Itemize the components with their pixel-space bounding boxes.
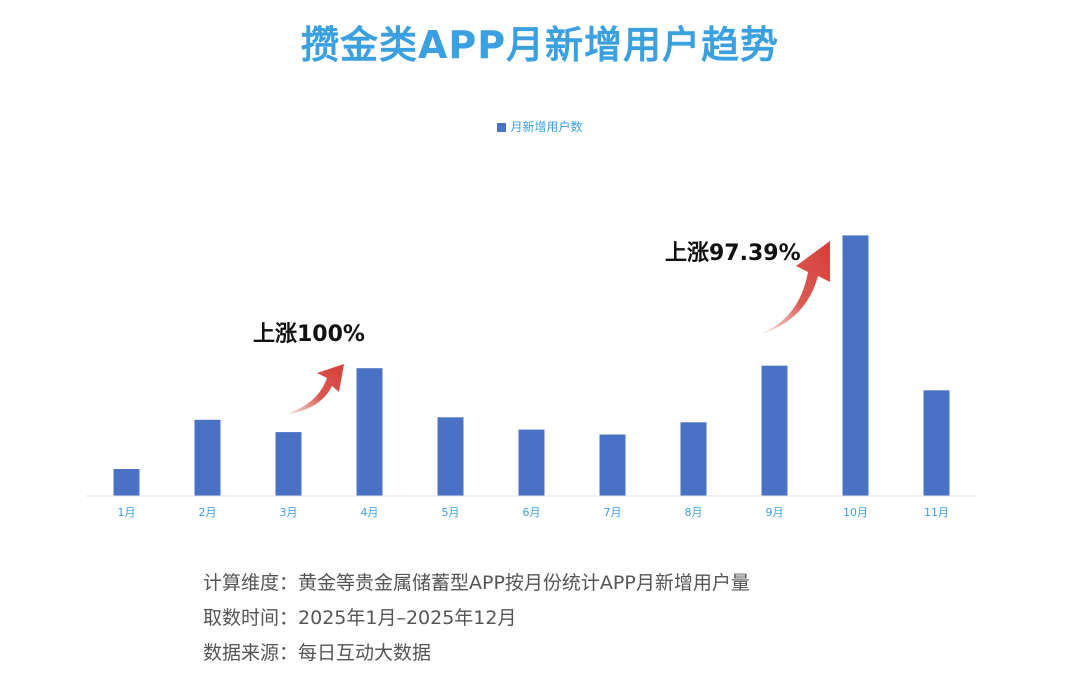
x-tick-label: 6月 <box>523 506 541 519</box>
note-text: 每日互动大数据 <box>298 642 432 664</box>
footnotes: 计算维度：黄金等贵金属储蓄型APP按月份统计APP月新增用户量 取数时间：202… <box>203 566 750 671</box>
bar-6月 <box>518 429 545 496</box>
chart-title: 攒金类APP月新增用户趋势 <box>300 23 780 67</box>
bar-3月 <box>275 432 302 496</box>
bar-4月 <box>356 368 383 496</box>
x-tick-label: 5月 <box>442 506 460 519</box>
note-label: 取数时间： <box>203 607 299 629</box>
note-source: 数据来源：每日互动大数据 <box>203 636 750 671</box>
note-dimension: 计算维度：黄金等贵金属储蓄型APP按月份统计APP月新增用户量 <box>203 566 750 601</box>
x-tick-label: 4月 <box>361 506 379 519</box>
bar-chart: 1月 2月 3月 4月 5月 6月 7月 8月 9月 10月 11月 上涨100% 上涨97.39% <box>86 235 976 519</box>
note-period: 取数时间：2025年1月–2025年12月 <box>203 601 750 636</box>
bar-5月 <box>437 417 464 496</box>
bar-2月 <box>194 419 221 496</box>
legend-swatch <box>497 123 507 132</box>
x-tick-label: 10月 <box>843 506 868 519</box>
note-text: 2025年1月–2025年12月 <box>298 607 517 629</box>
legend-label: 月新增用户数 <box>510 120 583 134</box>
growth-arrow-2 <box>761 241 830 334</box>
growth-arrow-1 <box>286 364 344 414</box>
bar-1月 <box>113 469 140 496</box>
note-text: 黄金等贵金属储蓄型APP按月份统计APP月新增用户量 <box>298 572 750 594</box>
note-label: 计算维度： <box>203 572 299 594</box>
x-tick-label: 7月 <box>604 506 622 519</box>
x-tick-label: 9月 <box>766 506 784 519</box>
annotation-1: 上涨100% <box>253 322 365 347</box>
bar-7月 <box>599 434 626 496</box>
bar-8月 <box>680 422 707 497</box>
bar-10月 <box>842 235 869 496</box>
x-tick-label: 3月 <box>280 506 298 519</box>
legend: 月新增用户数 <box>0 118 1080 135</box>
annotation-2: 上涨97.39% <box>665 241 801 266</box>
bar-11月 <box>923 390 950 496</box>
x-tick-label: 11月 <box>924 506 949 519</box>
x-tick-label: 8月 <box>685 506 703 519</box>
x-tick-label: 2月 <box>199 506 217 519</box>
x-tick-label: 1月 <box>118 506 136 519</box>
note-label: 数据来源： <box>203 642 299 664</box>
bar-9月 <box>761 365 788 496</box>
